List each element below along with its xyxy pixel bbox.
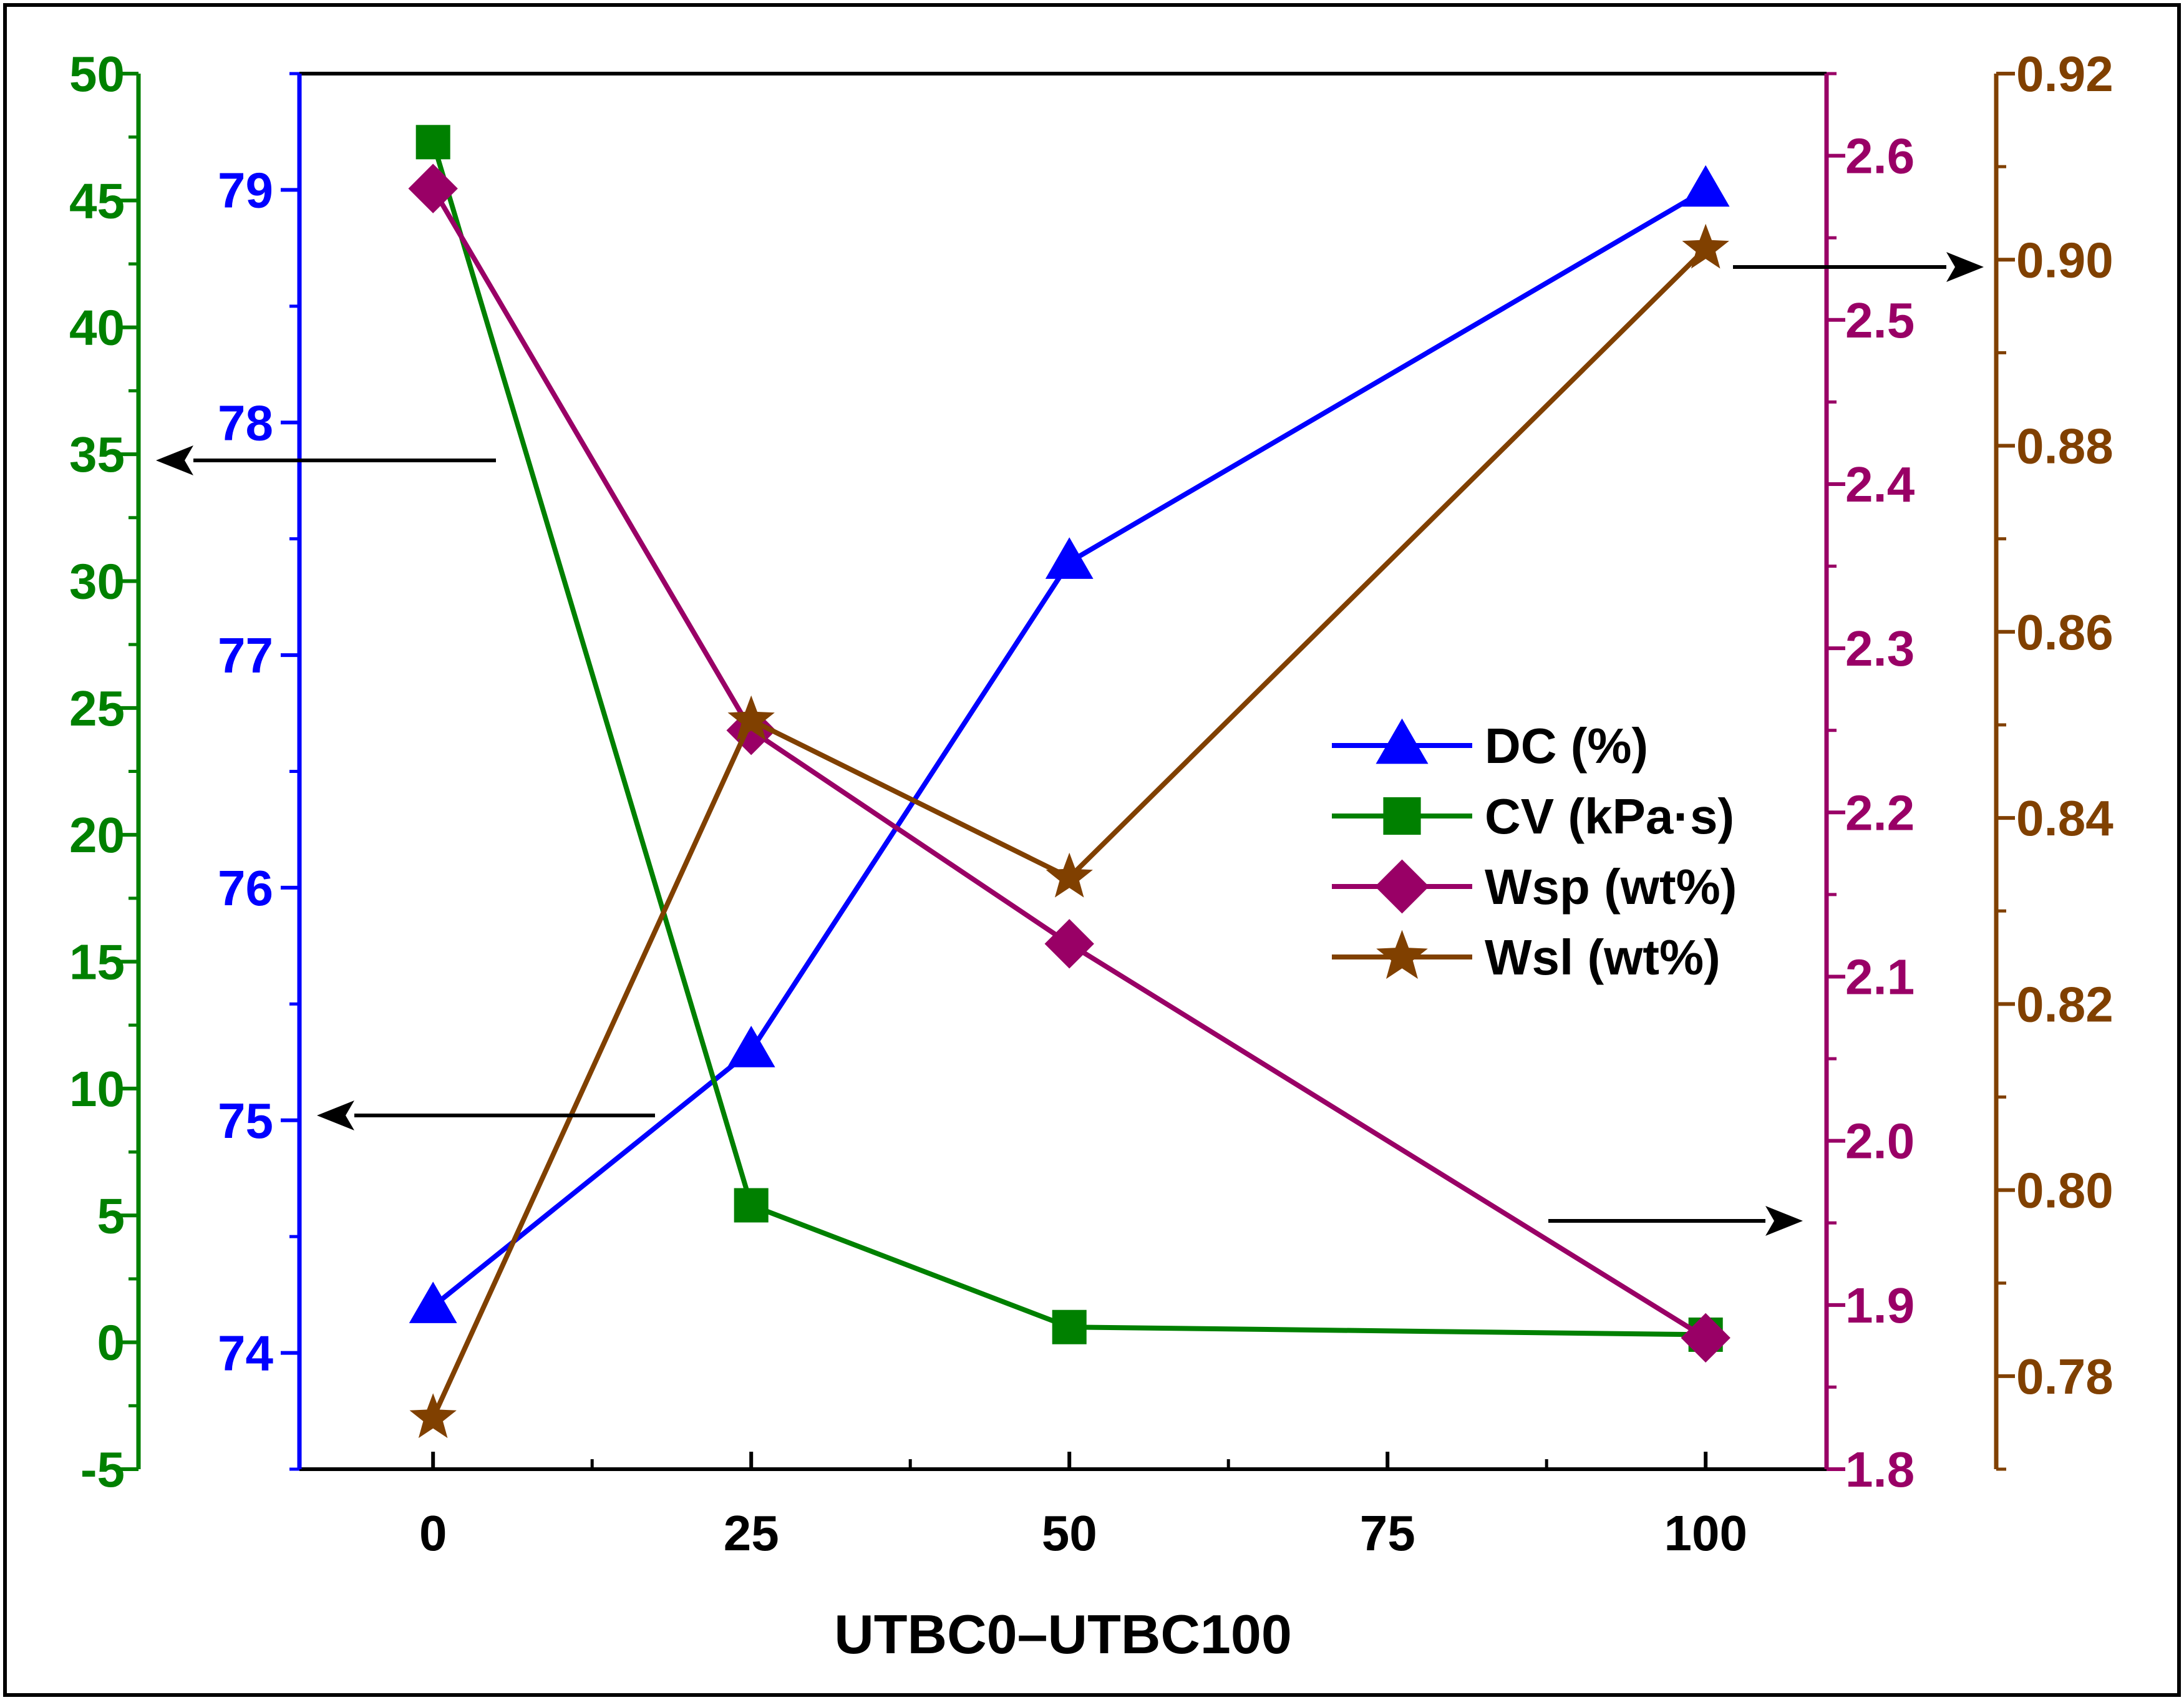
cv-tick-label: 0 [97, 1315, 125, 1371]
x-tick-label: 100 [1664, 1505, 1747, 1561]
cv-tick-label: 45 [69, 173, 125, 228]
series-line-cv [430, 141, 1706, 1338]
series-line-dc [431, 187, 1707, 1309]
cv-tick-label: 15 [69, 935, 125, 990]
series-line-wsl [430, 246, 1708, 1419]
legend-label-dc: DC (%) [1485, 718, 1648, 774]
wsp-tick-label: 2.6 [1845, 129, 1915, 184]
cv-tick-label: 20 [69, 807, 125, 863]
wsl-tick-label: 0.90 [2016, 232, 2114, 288]
legend-marker-wsl [1376, 930, 1428, 979]
data-point-wsp [1681, 1313, 1730, 1363]
wsp-tick-label: 2.2 [1845, 785, 1915, 840]
wsl-tick-label: 0.78 [2016, 1349, 2114, 1404]
series-line-wsp [430, 187, 1707, 1340]
dc-tick-label: 76 [218, 860, 273, 916]
data-point-dc [1681, 165, 1730, 207]
data-point-wsl [1682, 223, 1729, 269]
wsp-tick-label: 1.8 [1845, 1442, 1915, 1497]
data-point-cv [415, 125, 450, 160]
wsp-tick-label: 2.4 [1845, 457, 1915, 512]
dc-tick-label: 74 [218, 1326, 273, 1381]
figure-frame [3, 3, 2181, 1697]
wsp-tick-label: 2.0 [1845, 1114, 1915, 1169]
series-dc [409, 165, 1730, 1323]
cv-tick-label: 30 [69, 553, 125, 609]
wsl-tick-label: 0.92 [2016, 46, 2114, 102]
arrow-head-wsl [1946, 252, 1984, 282]
data-point-wsl [727, 695, 775, 741]
cv-tick-label: 5 [97, 1188, 125, 1243]
x-axis-label: UTBC0–UTBC100 [834, 1603, 1292, 1665]
wsp-tick-label: 2.5 [1845, 293, 1915, 348]
series-wsl [409, 223, 1729, 1439]
x-tick-label: 75 [1360, 1505, 1415, 1561]
legend-marker-dc [1376, 718, 1429, 764]
cv-tick-label: 35 [69, 427, 125, 482]
x-tick-label: 0 [419, 1505, 447, 1561]
wsl-tick-label: 0.82 [2016, 976, 2114, 1032]
legend: DC (%) CV (kPa·s) Wsp (wt%) Wsl (wt%) [1332, 718, 1737, 985]
cv-tick-label: 10 [69, 1061, 125, 1117]
legend-marker-wsp [1375, 859, 1429, 914]
data-point-dc [1045, 537, 1094, 579]
wsl-tick-label: 0.80 [2016, 1163, 2114, 1218]
x-tick-label: 25 [724, 1505, 779, 1561]
cv-tick-label: 50 [69, 46, 125, 102]
data-point-dc [727, 1026, 775, 1067]
x-tick-label: 50 [1042, 1505, 1097, 1561]
wsp-tick-label: 1.9 [1845, 1278, 1915, 1333]
dc-tick-label: 75 [218, 1093, 273, 1149]
data-point-dc [409, 1281, 457, 1323]
cv-tick-label: 25 [69, 681, 125, 736]
wsl-tick-label: 0.86 [2016, 605, 2114, 660]
data-point-wsp [1044, 919, 1094, 969]
legend-marker-cv [1383, 797, 1421, 835]
data-point-wsl [1046, 852, 1093, 898]
wsp-tick-label: 2.3 [1845, 621, 1915, 676]
cv-tick-label: -5 [80, 1442, 125, 1497]
wsp-tick-label: 2.1 [1845, 949, 1915, 1004]
data-point-wsp [408, 163, 458, 213]
dc-tick-label: 78 [218, 395, 273, 450]
data-point-cv [1052, 1309, 1087, 1344]
data-point-cv [734, 1188, 769, 1223]
arrow-head-cv [156, 445, 193, 475]
cv-tick-label: 40 [69, 300, 125, 356]
arrow-head-dc [317, 1100, 354, 1130]
dc-tick-label: 77 [218, 628, 273, 683]
wsl-tick-label: 0.88 [2016, 419, 2114, 474]
legend-label-wsl: Wsl (wt%) [1485, 930, 1721, 985]
arrow-head-wsp [1765, 1206, 1803, 1236]
legend-label-wsp: Wsp (wt%) [1485, 859, 1737, 915]
dc-tick-label: 79 [218, 162, 273, 218]
legend-label-cv: CV (kPa·s) [1485, 789, 1734, 844]
wsl-tick-label: 0.84 [2016, 790, 2114, 846]
data-point-wsl [409, 1393, 457, 1439]
